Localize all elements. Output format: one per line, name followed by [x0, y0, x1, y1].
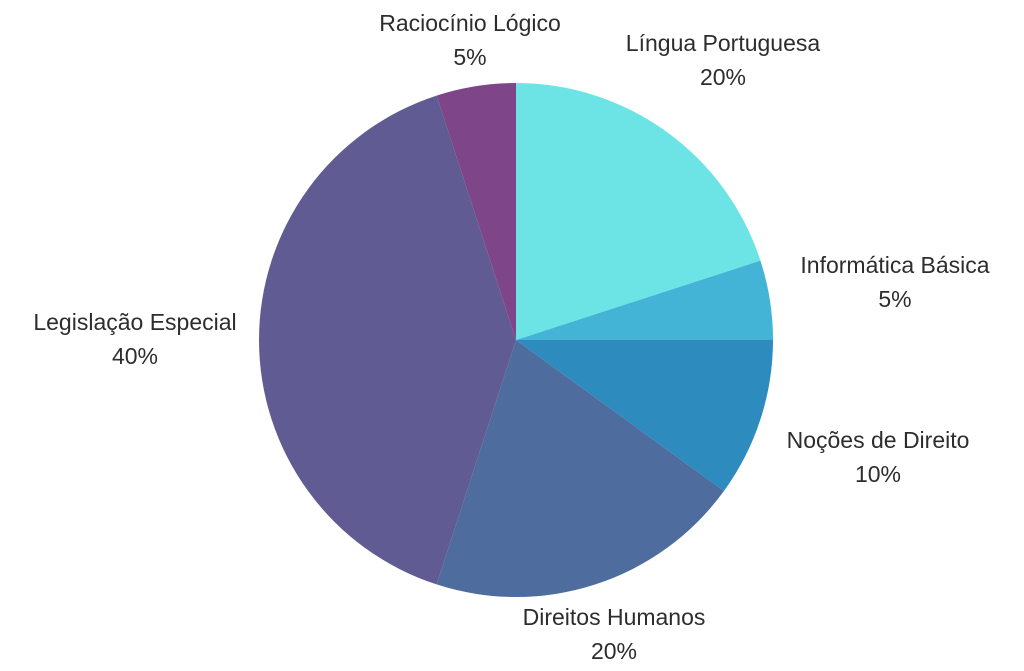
- slice-label-text: Direitos Humanos: [522, 604, 706, 630]
- slice-label-text: Língua Portuguesa: [625, 30, 821, 56]
- slice-label-text: Raciocínio Lógico: [379, 10, 561, 36]
- slice-percent-text: 20%: [590, 638, 638, 664]
- slice-label-text: Legislação Especial: [33, 309, 237, 335]
- pie-slice-nocoes-de-direito: [516, 340, 773, 492]
- pie-slice-informatica-basica: [516, 260, 773, 340]
- pie-slice-raciocinio-logico: [436, 83, 516, 340]
- slice-label-text: Noções de Direito: [786, 427, 970, 453]
- pie-slice-direitos-humanos: [436, 340, 724, 597]
- slice-label-legislacao-especial: Legislação Especial 40%: [33, 305, 236, 373]
- slice-label-text: Informática Básica: [800, 252, 990, 278]
- slice-percent-text: 10%: [854, 461, 902, 487]
- slice-percent-text: 20%: [699, 64, 747, 90]
- slice-percent-text: 5%: [453, 44, 487, 70]
- slice-percent-text: 5%: [878, 286, 912, 312]
- slice-label-informatica-basica: Informática Básica 5%: [800, 248, 989, 316]
- slice-label-direitos-humanos: Direitos Humanos 20%: [523, 600, 706, 668]
- pie-slice-lingua-portuguesa: [516, 83, 761, 340]
- slice-label-raciocinio-logico: Raciocínio Lógico 5%: [379, 6, 561, 74]
- slice-label-lingua-portuguesa: Língua Portuguesa 20%: [626, 26, 820, 94]
- slice-percent-text: 40%: [111, 343, 159, 369]
- slice-label-nocoes-de-direito: Noções de Direito 10%: [787, 423, 970, 491]
- pie-slice-legislacao-especial: [259, 95, 516, 585]
